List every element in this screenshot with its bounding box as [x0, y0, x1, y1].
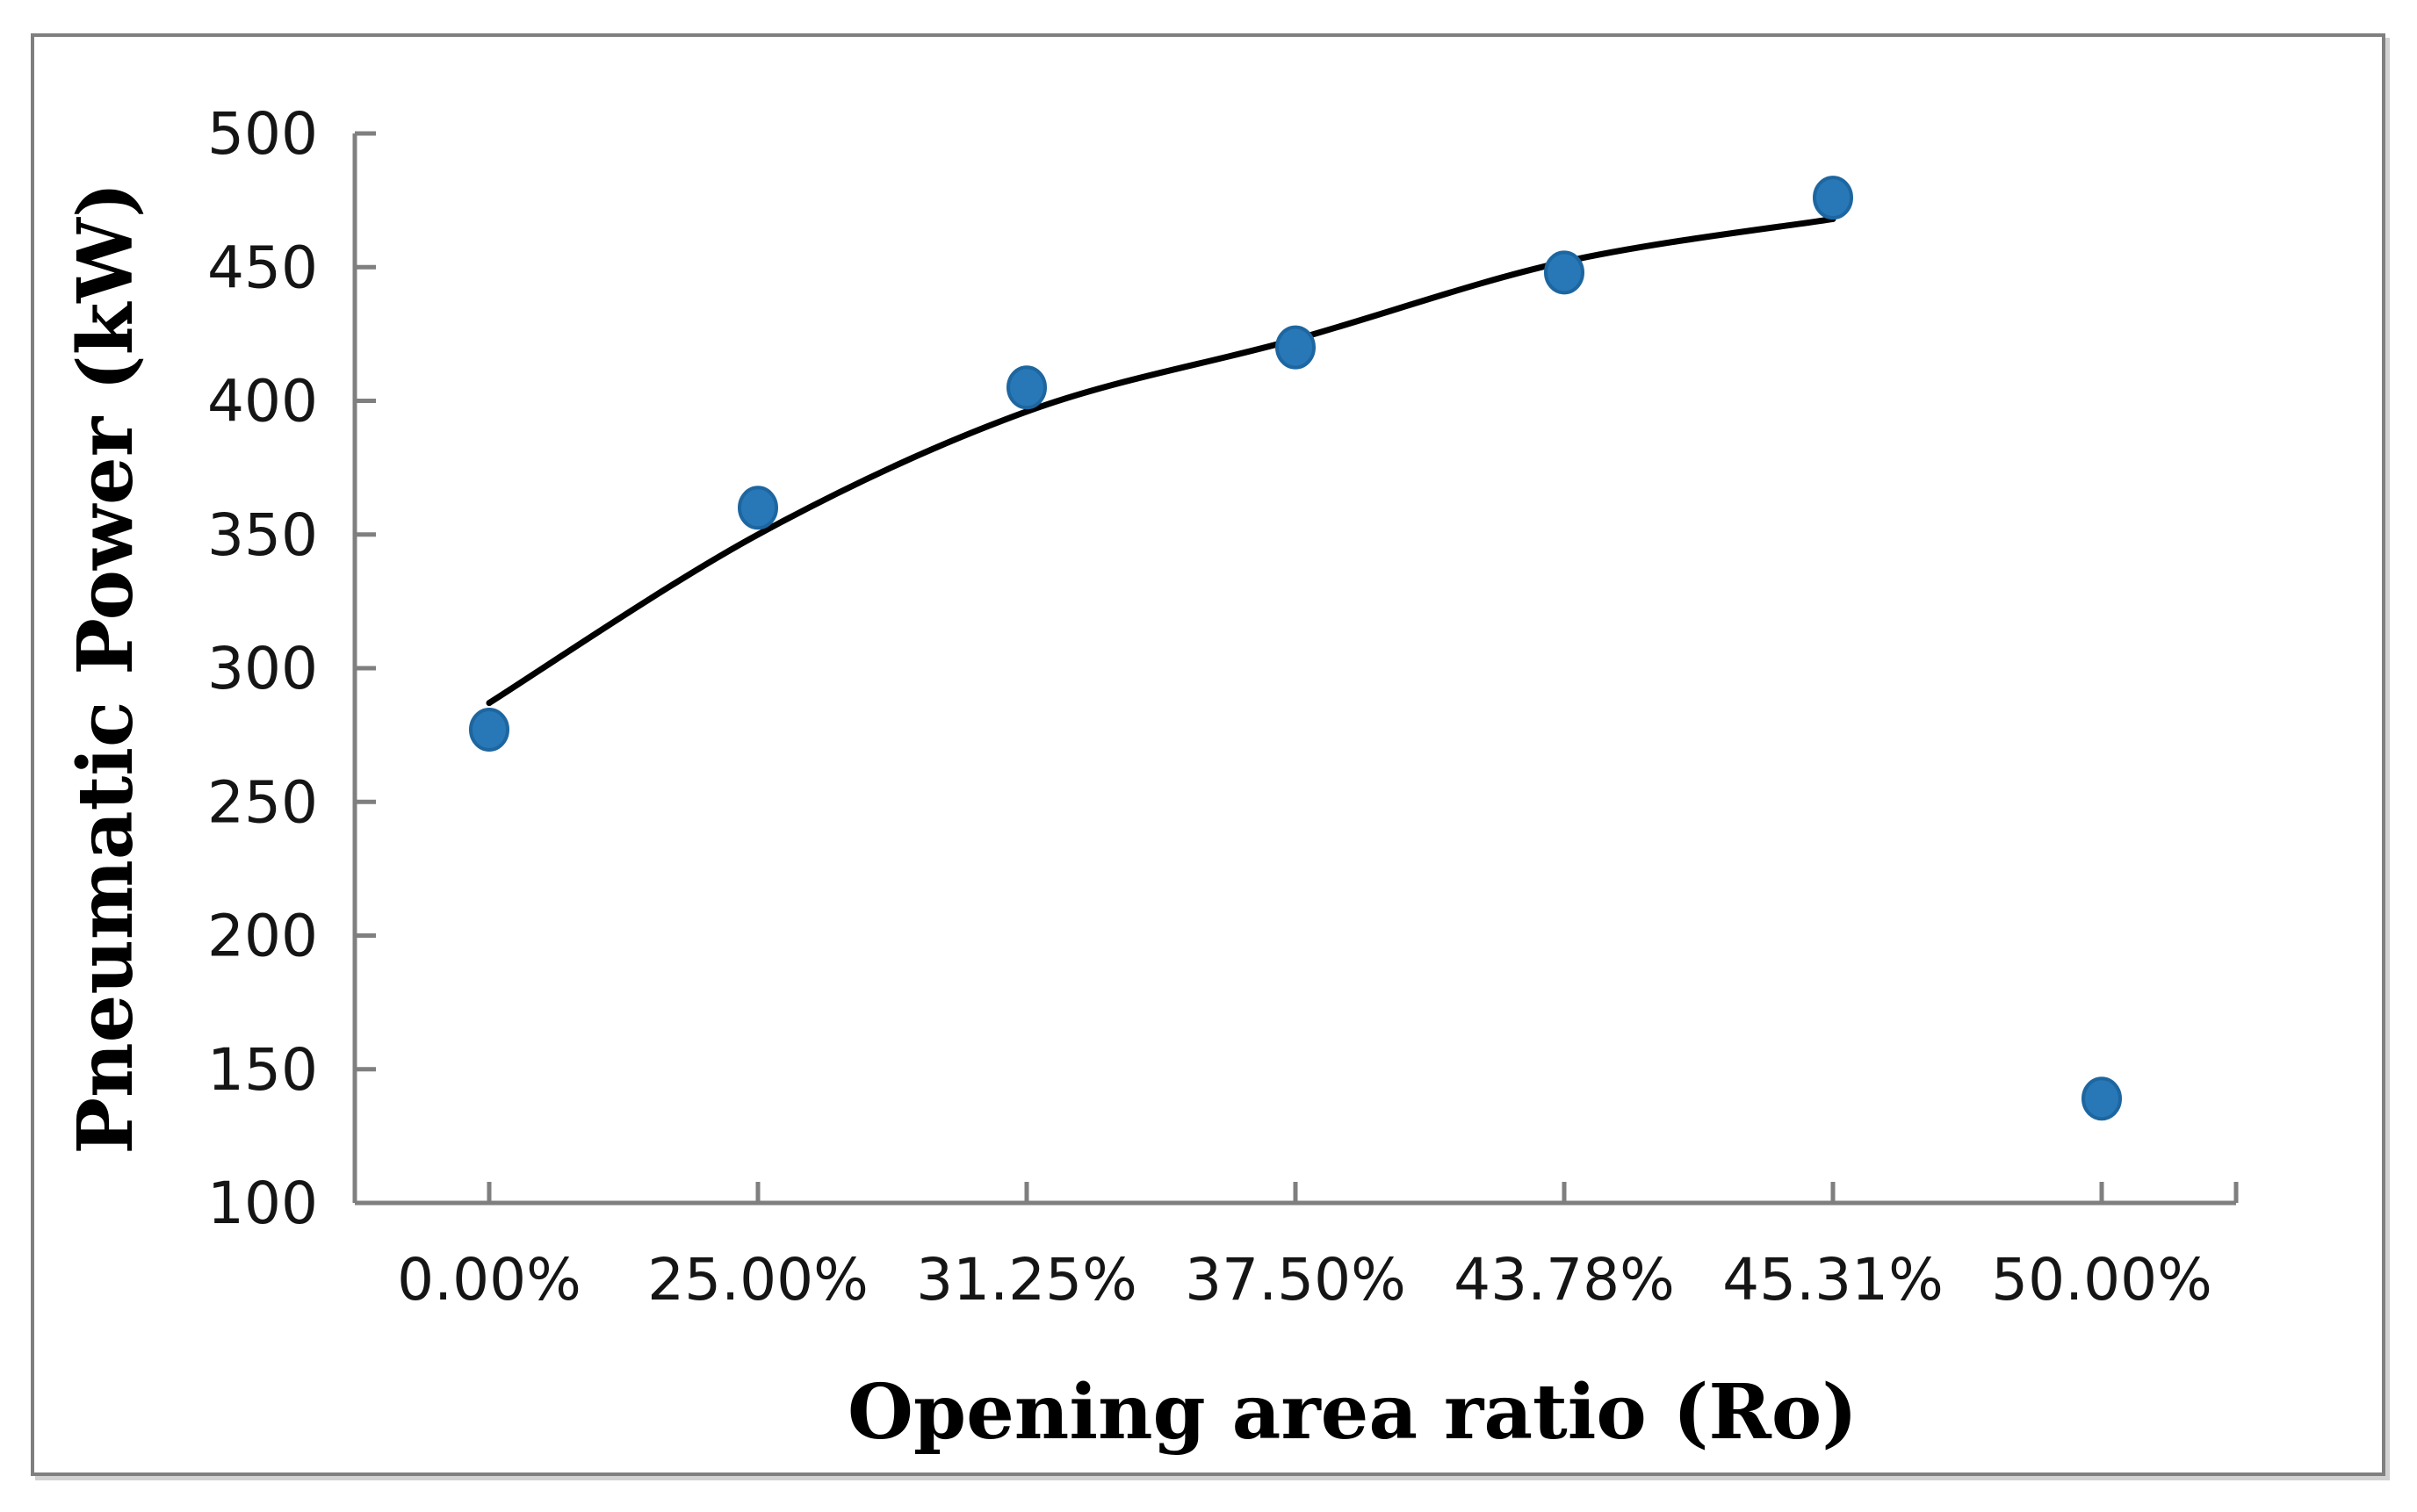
y-tick-label: 200 — [207, 903, 318, 970]
y-tick-label: 350 — [207, 501, 318, 569]
y-tick-label: 250 — [207, 768, 318, 836]
x-tick-label: 43.78% — [1454, 1246, 1675, 1314]
trendline — [486, 215, 1836, 707]
data-point-marker — [469, 708, 509, 752]
y-tick-labels: 500 450 400 350 300 250 200 150 100 — [207, 100, 318, 1237]
x-axis-ticks — [487, 1182, 2239, 1203]
y-axis-title: Pneumatic Power (kW) — [61, 182, 150, 1154]
y-tick-label: 100 — [207, 1170, 318, 1237]
x-tick-label: 45.31% — [1722, 1246, 1944, 1314]
data-points — [469, 176, 2122, 1121]
axes — [352, 133, 2236, 1206]
y-tick-label: 500 — [207, 100, 318, 168]
data-point-marker — [2082, 1076, 2122, 1121]
x-tick-label: 50.00% — [1991, 1246, 2212, 1314]
data-point-marker — [1544, 250, 1584, 295]
x-tick-label: 37.50% — [1185, 1246, 1406, 1314]
x-axis-title: Opening area ratio (Ro) — [848, 1368, 1858, 1457]
x-tick-label: 25.00% — [647, 1246, 869, 1314]
y-tick-label: 400 — [207, 368, 318, 436]
data-point-marker — [1275, 325, 1316, 370]
x-tick-labels: 0.00% 25.00% 31.25% 37.50% 43.78% 45.31% 50.00… — [397, 1246, 2212, 1314]
x-tick-label: 31.25% — [916, 1246, 1137, 1314]
y-tick-label: 450 — [207, 234, 318, 301]
x-tick-label: 0.00% — [397, 1246, 581, 1314]
trendline-curve — [486, 215, 1836, 707]
y-tick-label: 300 — [207, 635, 318, 702]
y-axis-ticks — [355, 131, 376, 1206]
data-point-marker — [738, 486, 778, 530]
y-tick-label: 150 — [207, 1036, 318, 1104]
data-point-marker — [1813, 176, 1853, 220]
data-point-marker — [1006, 365, 1047, 410]
chart-frame — [31, 33, 2385, 1476]
